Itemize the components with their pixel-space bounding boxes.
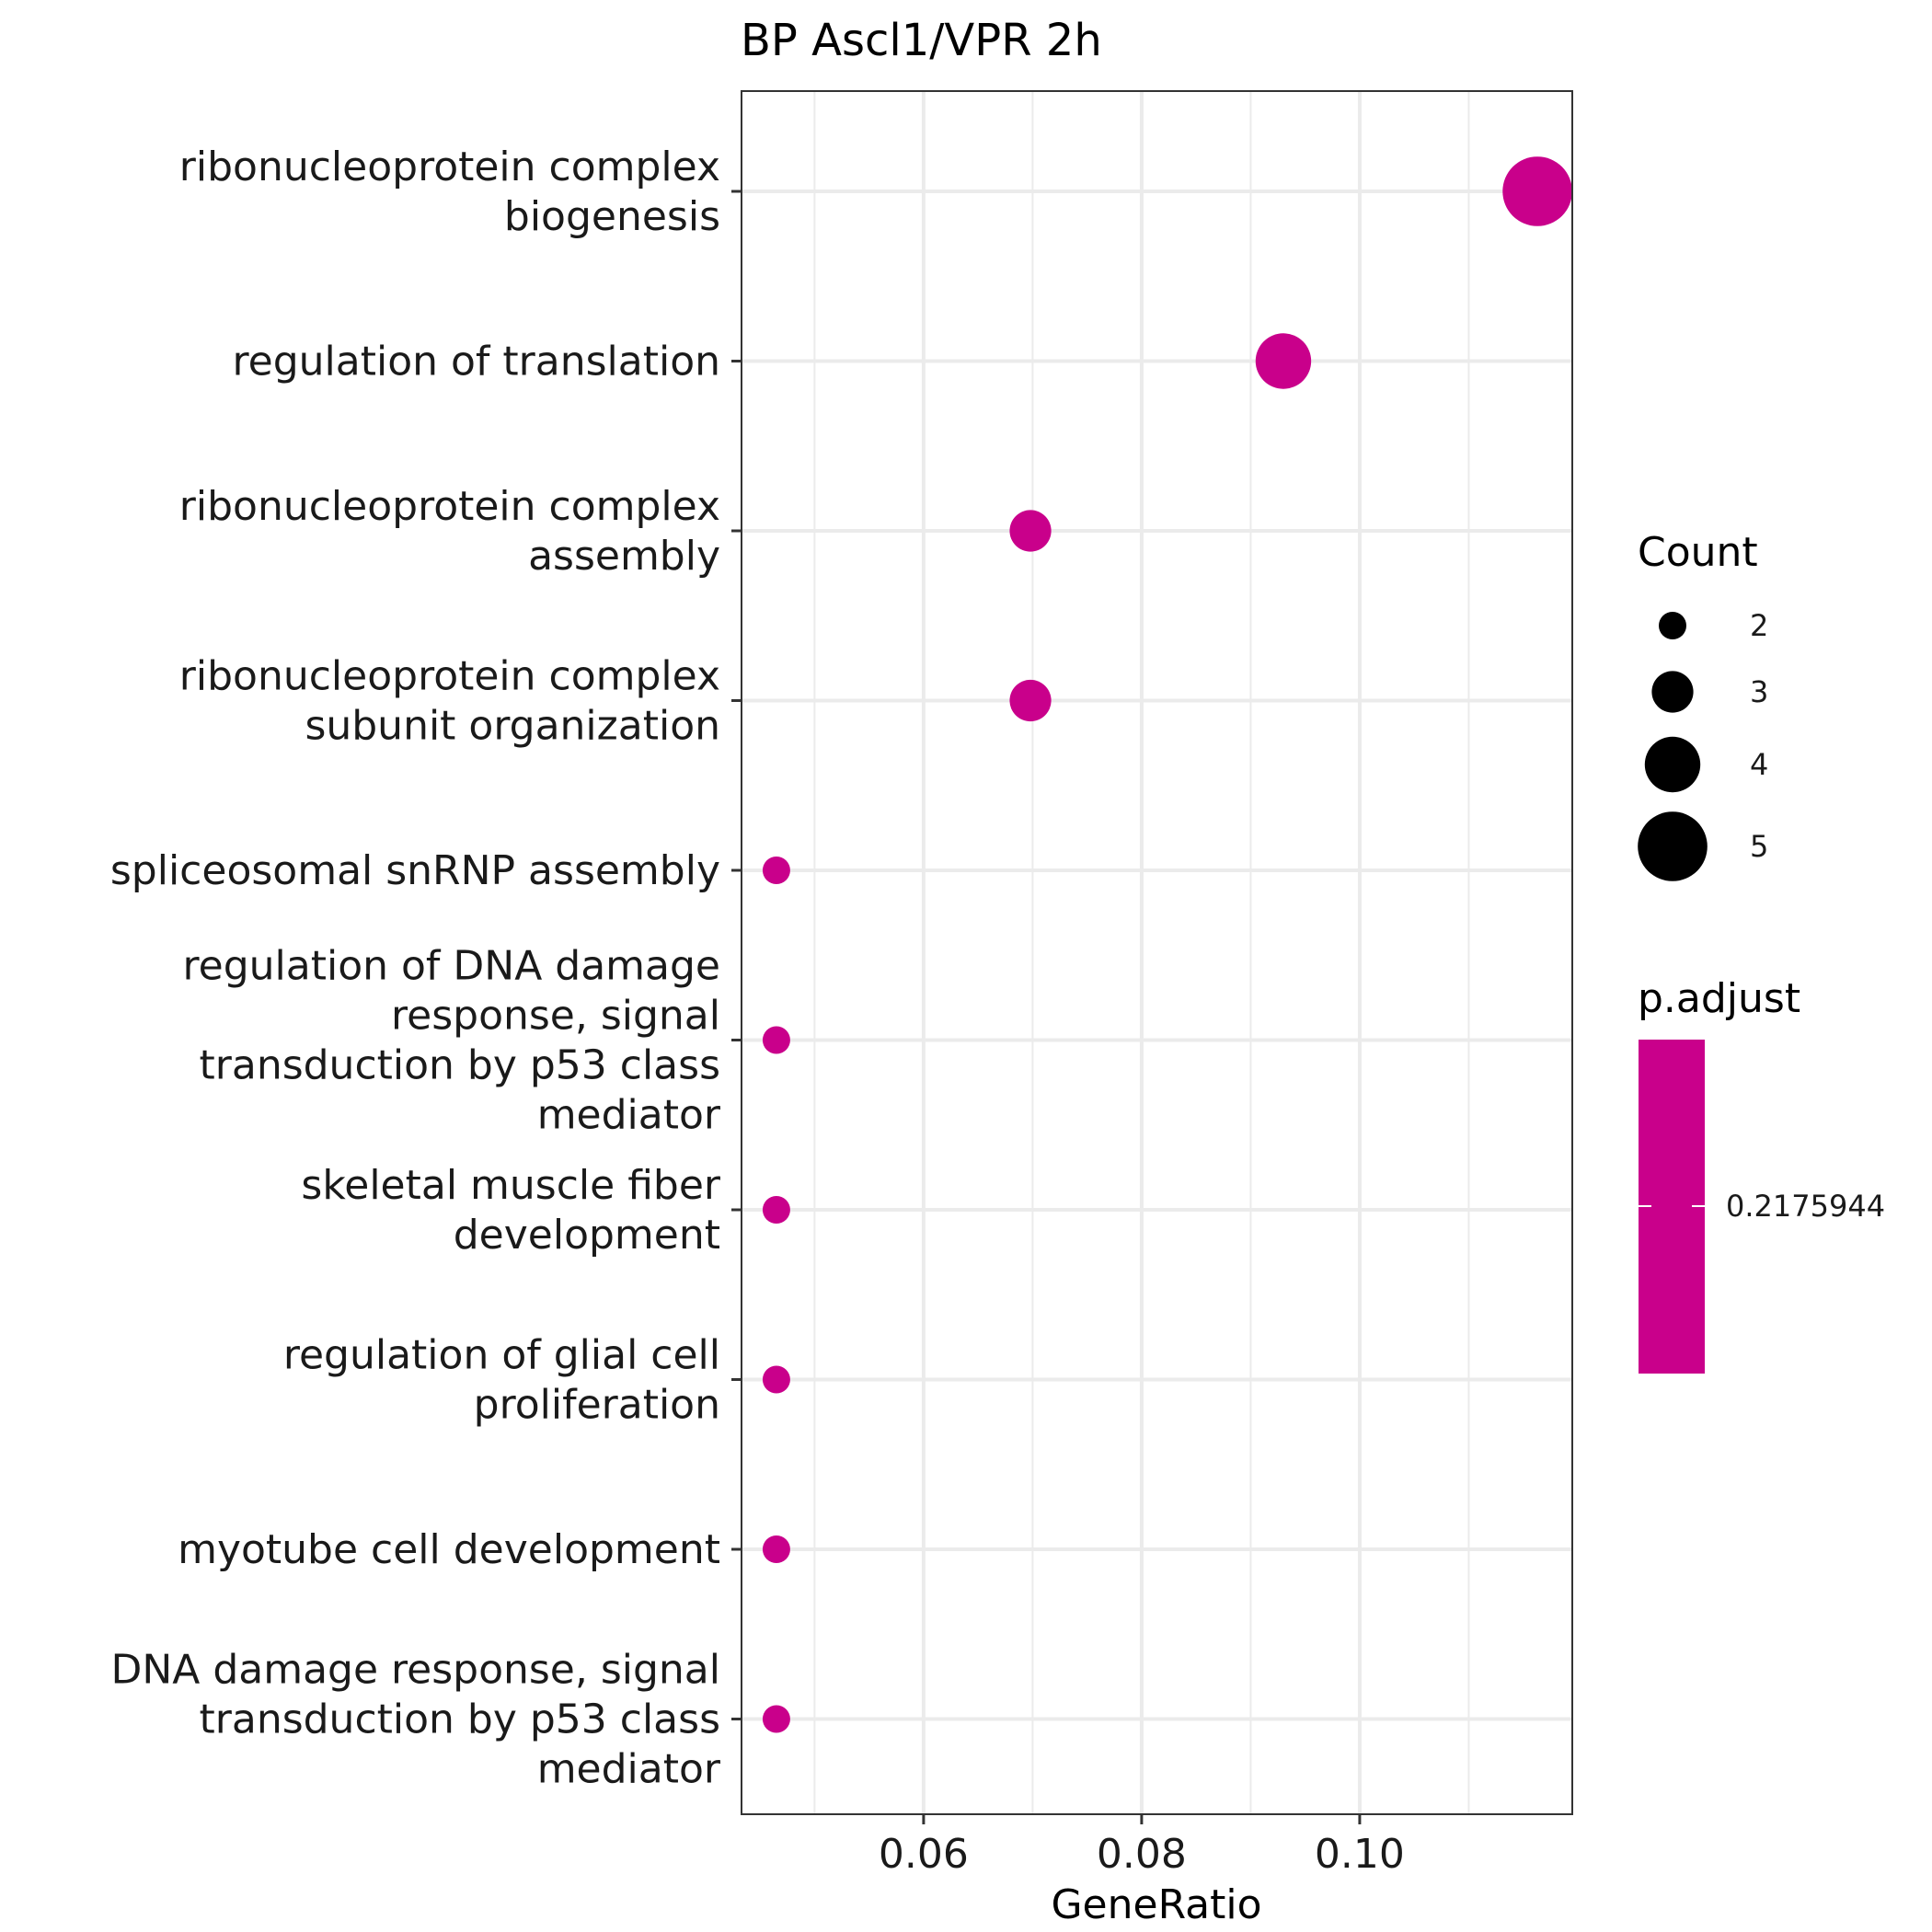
x-axis-ticks: 0.06 0.08 0.10: [879, 1814, 1405, 1878]
y-axis-label: skeletal muscle fiber development: [301, 1162, 720, 1259]
legend-size-key: [1651, 671, 1694, 713]
legend-size-key: [1659, 612, 1686, 639]
y-axis-label: regulation of translation: [233, 339, 720, 385]
legend-size-label: 3: [1750, 674, 1768, 709]
data-point: [762, 1705, 790, 1733]
y-axis-label: ribonucleoprotein complex biogenesis: [179, 144, 720, 240]
legend-count-title: Count: [1638, 529, 1758, 576]
data-point: [1502, 156, 1572, 226]
panel-background: [742, 91, 1572, 1814]
chart-title: BP Ascl1/VPR 2h: [741, 15, 1102, 66]
size-legend-keys: 2 3 4 5: [1638, 608, 1768, 881]
grid-lines: [742, 91, 1572, 1814]
y-axis-ticks: [731, 190, 742, 1720]
data-point: [1009, 679, 1052, 722]
x-tick-label: 0.10: [1315, 1831, 1405, 1878]
legend-padjust-title: p.adjust: [1638, 975, 1800, 1022]
legend-size-label: 2: [1750, 608, 1768, 643]
legend-size-key: [1644, 736, 1701, 793]
data-point: [762, 857, 790, 884]
data-point: [762, 1365, 790, 1394]
y-axis-label: ribonucleoprotein complex subunit organiz…: [179, 653, 720, 750]
y-axis-label: regulation of glial cell proliferation: [283, 1332, 720, 1429]
x-tick-label: 0.08: [1097, 1831, 1187, 1878]
legend-size-label: 4: [1750, 747, 1768, 782]
y-axis-labels: ribonucleoprotein complex biogenesis regul…: [110, 144, 721, 1793]
y-axis-label: myotube cell development: [178, 1526, 720, 1573]
panel-border: [741, 90, 1573, 1815]
y-axis-label: spliceosomal snRNP assembly: [110, 847, 720, 894]
x-axis-title: GeneRatio: [1051, 1881, 1261, 1928]
data-point: [762, 1026, 790, 1054]
legend-size-key: [1638, 811, 1708, 881]
legend: Count 2 3 4 5 p.adjust 0.2175944: [1638, 529, 1885, 1374]
x-tick-label: 0.06: [879, 1831, 969, 1878]
data-point: [1255, 333, 1312, 389]
data-points: [762, 156, 1572, 1733]
y-axis-label: ribonucleoprotein complex assembly: [179, 483, 720, 580]
data-point: [762, 1196, 790, 1224]
y-axis-label: DNA damage response, signal transduction …: [110, 1647, 720, 1793]
colorbar-label: 0.2175944: [1726, 1189, 1885, 1224]
data-point: [762, 1535, 790, 1563]
data-point: [1009, 510, 1052, 552]
y-axis-label: regulation of DNA damage response, signal…: [183, 943, 721, 1139]
legend-size-label: 5: [1750, 829, 1768, 864]
